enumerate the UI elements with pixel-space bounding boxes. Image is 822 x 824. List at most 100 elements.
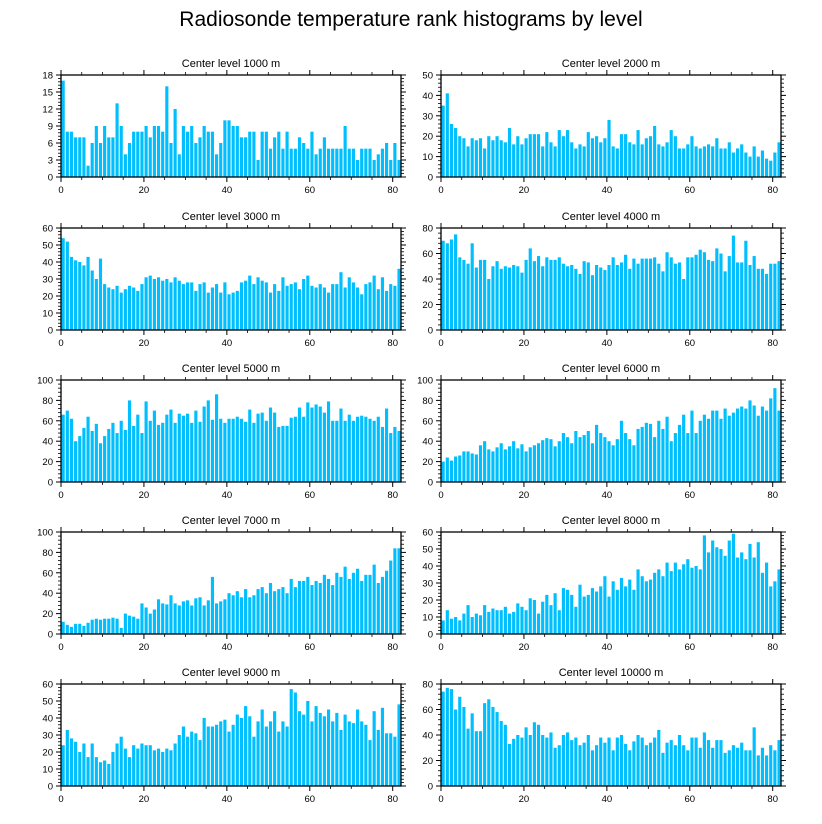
bar	[694, 737, 698, 786]
bar	[389, 160, 393, 177]
bar	[557, 130, 561, 177]
bar	[723, 408, 727, 482]
bar	[256, 589, 260, 634]
bar	[752, 557, 756, 634]
chart-panel-2: Center level 2000 m 0 10 20 30 40 50 0 20 40 60 80	[422, 58, 786, 196]
bar	[322, 412, 326, 482]
y-tick-label: 20	[422, 132, 433, 143]
bar	[532, 261, 536, 330]
bar	[723, 148, 727, 177]
bar	[227, 120, 231, 177]
bar	[69, 738, 74, 786]
bar	[632, 445, 636, 482]
bar	[561, 433, 565, 482]
bar	[322, 137, 326, 177]
plot-frame	[60, 531, 402, 635]
x-tick-label: 40	[222, 338, 233, 349]
y-tick-label: 40	[422, 437, 433, 448]
bar	[582, 435, 586, 482]
bar	[119, 627, 123, 634]
bar	[657, 263, 661, 330]
y-tick-label: 60	[422, 249, 433, 260]
bar	[293, 587, 297, 634]
bar	[78, 436, 82, 482]
bar	[611, 750, 615, 786]
bar	[310, 721, 314, 786]
bar	[123, 748, 127, 786]
y-tick-label: 100	[417, 376, 433, 387]
y-tick-label: 40	[42, 714, 53, 725]
panel-title: Center level 3000 m	[182, 211, 280, 223]
bar	[478, 445, 483, 482]
bar	[376, 154, 380, 177]
bar	[653, 737, 657, 786]
bar	[640, 258, 644, 330]
x-tick-label: 80	[387, 490, 398, 501]
y-tick-label: 0	[48, 326, 53, 337]
bar	[156, 126, 161, 177]
y-tick-label: 30	[422, 579, 433, 590]
y-tick-label: 0	[48, 478, 53, 489]
bar	[644, 422, 648, 482]
y-tick-label: 40	[422, 731, 433, 742]
bar	[65, 729, 69, 786]
bar	[161, 603, 165, 634]
bar	[495, 261, 499, 330]
bar	[557, 610, 561, 634]
x-tick-label: 60	[304, 490, 315, 501]
bar	[449, 460, 454, 482]
bar	[248, 409, 252, 482]
bar	[702, 414, 706, 482]
bar	[268, 721, 273, 786]
bar	[360, 415, 364, 482]
bar	[611, 581, 615, 634]
bar	[169, 409, 173, 482]
bar	[570, 443, 574, 482]
bar	[532, 722, 536, 786]
bar	[165, 604, 169, 634]
x-tick-label: 20	[519, 642, 530, 653]
bar	[553, 593, 557, 634]
y-tick-label: 40	[42, 589, 53, 600]
bar	[607, 596, 611, 634]
bar	[595, 424, 599, 482]
bar	[731, 152, 735, 177]
bar	[351, 148, 355, 177]
bar	[553, 259, 557, 331]
bar	[512, 144, 516, 177]
bar	[169, 143, 173, 177]
bar	[528, 598, 532, 634]
bar	[111, 137, 115, 177]
y-tick-label: 15	[42, 88, 53, 99]
bar	[331, 284, 335, 330]
bar	[318, 712, 322, 786]
bar	[185, 131, 190, 177]
bar	[74, 260, 78, 330]
bar	[397, 704, 401, 786]
bar	[210, 576, 215, 634]
panel-title: Center level 7000 m	[182, 515, 280, 527]
bar	[397, 268, 401, 330]
bar	[223, 599, 227, 634]
bar	[466, 728, 470, 787]
bar	[206, 400, 210, 482]
bar	[520, 444, 524, 482]
bar	[561, 735, 565, 786]
bar	[169, 282, 173, 330]
bar	[144, 745, 148, 786]
bar	[615, 148, 619, 177]
bar	[711, 146, 715, 177]
bar	[252, 422, 256, 482]
bar	[682, 148, 686, 177]
bar	[715, 547, 719, 634]
y-tick-label: 60	[422, 416, 433, 427]
bar	[273, 591, 277, 634]
bar	[235, 591, 239, 634]
bar	[628, 142, 632, 177]
bar	[748, 750, 752, 786]
x-tick-label: 0	[438, 185, 443, 196]
bar	[619, 735, 624, 786]
bar	[297, 407, 302, 482]
bar	[648, 579, 653, 634]
bar	[360, 721, 364, 786]
